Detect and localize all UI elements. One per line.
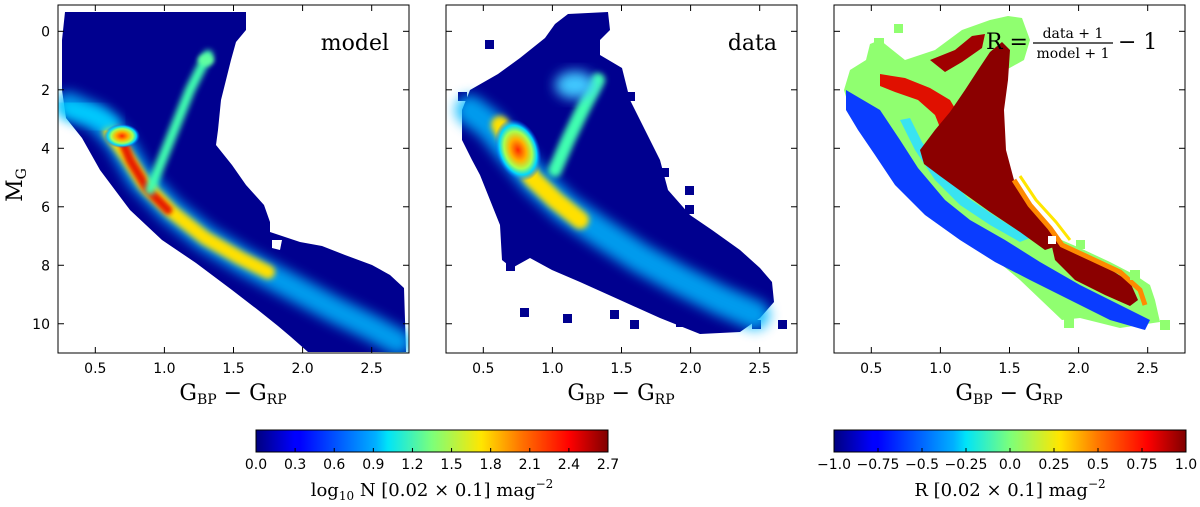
ratio-green-outlier-squares <box>874 24 1170 330</box>
x-tick-label: 1.0 <box>541 361 563 377</box>
x-tick-label: 2.5 <box>1137 361 1159 377</box>
ratio-darkred-lower-tail <box>1050 238 1138 306</box>
colorbar-tick-label: 0.25 <box>1038 457 1069 473</box>
colorbar-tick-label: 2.1 <box>519 457 541 473</box>
data-panel-label: data <box>728 31 777 56</box>
model-x-ticks: 0.5 1.0 1.5 2.0 2.5 <box>84 5 383 377</box>
ratio-darkred-giant <box>930 34 985 72</box>
colorbar-tick-label: 0.5 <box>1087 457 1109 473</box>
x-tick-label: 0.5 <box>472 361 494 377</box>
formula-denominator: model + 1 <box>1037 46 1110 62</box>
density-colorbar-ticks: 0.0 0.3 0.6 0.9 1.2 1.5 1.8 2.1 2.4 2.7 <box>245 448 619 473</box>
x-tick-label: 2.0 <box>1067 361 1089 377</box>
density-colorbar-label: log10 N [0.02 × 0.1] mag−2 <box>311 477 554 503</box>
model-white-void <box>272 240 282 250</box>
formula-lhs: R = <box>986 30 1028 55</box>
model-y-ticks: 0 2 4 6 8 10 <box>32 24 409 333</box>
x-tick-label: 2.0 <box>679 361 701 377</box>
model-turnoff-peak <box>104 124 140 148</box>
ratio-orange-edges <box>1011 178 1148 306</box>
colorbar-tick-label: −1.0 <box>817 457 851 473</box>
colorbar-tick-label: 0.6 <box>323 457 345 473</box>
model-y-axis-label: MG <box>3 168 30 202</box>
density-colorbar: 0.0 0.3 0.6 0.9 1.2 1.5 1.8 2.1 2.4 2.7 log10 N [… <box>245 429 619 503</box>
colorbar-tick-label: 2.4 <box>558 457 580 473</box>
ratio-blue-main-sequence <box>846 90 1150 330</box>
ratio-heatmap <box>844 16 1170 330</box>
colorbar-tick-label: 0.75 <box>1126 457 1157 473</box>
y-tick-label: 4 <box>41 141 50 157</box>
model-x-axis-label: GBP − GRP <box>179 381 286 408</box>
x-tick-label: 1.5 <box>998 361 1020 377</box>
x-tick-label: 1.0 <box>153 361 175 377</box>
data-density-region <box>462 12 774 334</box>
ratio-formula-label: R = data + 1 model + 1 − 1 <box>986 26 1157 62</box>
ratio-panel: 0.5 1.0 1.5 2.0 2.5 R = data + 1 model + 1 −… <box>833 4 1186 408</box>
data-subgiant-glow <box>555 71 595 99</box>
colorbar-tick-label: 1.8 <box>480 457 502 473</box>
colorbar-tick-label: 2.7 <box>597 457 619 473</box>
formula-tail: − 1 <box>1118 30 1157 55</box>
data-x-axis-label: GBP − GRP <box>567 381 674 408</box>
model-panel-label: model <box>321 31 389 56</box>
data-y-ticks <box>446 30 797 325</box>
ratio-cyan-band <box>900 118 1030 242</box>
data-turnoff-peak <box>494 119 542 181</box>
colorbar-tick-label: 0.9 <box>362 457 384 473</box>
model-heatmap <box>58 12 409 353</box>
ratio-x-axis-label: GBP − GRP <box>955 381 1062 408</box>
x-tick-label: 2.0 <box>291 361 313 377</box>
x-tick-label: 1.0 <box>929 361 951 377</box>
ratio-colorbar-label: R [0.02 × 0.1] mag−2 <box>914 477 1105 501</box>
model-red-giant-branch <box>145 50 213 195</box>
data-x-ticks: 0.5 1.0 1.5 2.0 2.5 <box>472 5 771 377</box>
x-tick-label: 2.5 <box>361 361 383 377</box>
ratio-white-gaps <box>1008 150 1056 244</box>
ratio-colorbar: −1.0 −0.75 −0.5 −0.25 0.0 0.25 0.5 0.75 1.0 R [0… <box>817 429 1197 501</box>
ratio-colorbar-ticks: −1.0 −0.75 −0.5 −0.25 0.0 0.25 0.5 0.75 1.0 <box>817 448 1197 473</box>
x-tick-label: 2.5 <box>749 361 771 377</box>
model-turnoff-ridge <box>60 100 120 133</box>
y-tick-label: 2 <box>41 83 50 99</box>
x-tick-label: 0.5 <box>860 361 882 377</box>
density-colorbar-gradient <box>256 430 608 452</box>
ratio-yellow-edges <box>1018 175 1072 241</box>
ratio-y-ticks <box>834 30 1185 325</box>
colorbar-tick-label: −0.25 <box>945 457 988 473</box>
colorbar-tick-label: 0.0 <box>999 457 1021 473</box>
formula-numerator: data + 1 <box>1043 26 1104 42</box>
data-heatmap <box>455 12 787 334</box>
x-tick-label: 0.5 <box>84 361 106 377</box>
colorbar-tick-label: −0.75 <box>857 457 900 473</box>
y-tick-label: 8 <box>41 258 50 274</box>
data-panel: 0.5 1.0 1.5 2.0 2.5 data GBP − GRP <box>445 4 798 408</box>
colorbar-tick-label: 1.0 <box>1175 457 1197 473</box>
colorbar-tick-label: 0.3 <box>284 457 306 473</box>
model-density-region <box>62 12 406 352</box>
y-tick-label: 0 <box>41 24 50 40</box>
colorbar-tick-label: −0.5 <box>905 457 939 473</box>
colorbar-tick-label: 0.0 <box>245 457 267 473</box>
density-colorbar-frame <box>255 429 609 453</box>
x-tick-label: 1.5 <box>222 361 244 377</box>
model-red-clump <box>198 54 214 66</box>
y-tick-label: 10 <box>32 317 50 333</box>
colorbar-tick-label: 1.2 <box>401 457 423 473</box>
x-tick-label: 1.5 <box>610 361 632 377</box>
colorbar-tick-label: 1.5 <box>440 457 462 473</box>
y-tick-label: 6 <box>41 200 50 216</box>
ratio-colorbar-gradient <box>834 430 1186 452</box>
ratio-x-ticks: 0.5 1.0 1.5 2.0 2.5 <box>860 5 1159 377</box>
